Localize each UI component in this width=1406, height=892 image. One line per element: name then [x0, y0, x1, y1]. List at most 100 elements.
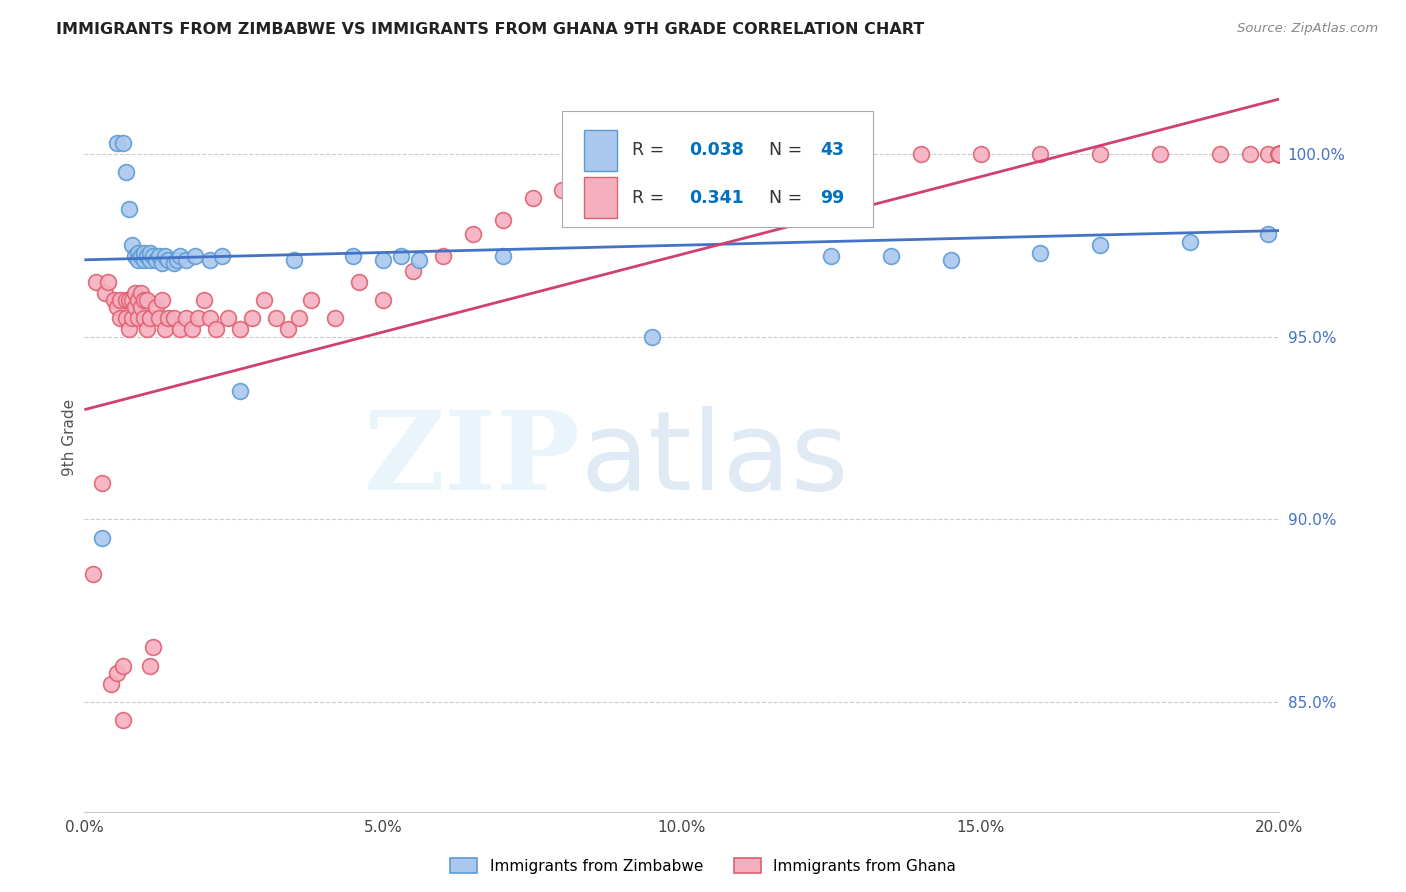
Point: [349, 275, 371, 289]
Point: [153, 322, 176, 336]
Point: [1209, 146, 1232, 161]
Point: [124, 249, 146, 263]
Point: [1268, 146, 1291, 161]
Point: [127, 252, 149, 267]
Text: 99: 99: [821, 189, 845, 207]
Point: [373, 252, 395, 267]
Point: [148, 311, 170, 326]
Point: [389, 249, 412, 263]
Point: [641, 329, 664, 343]
Point: [1239, 146, 1261, 161]
Point: [127, 293, 149, 307]
Point: [153, 249, 176, 263]
Point: [1029, 245, 1052, 260]
Point: [1268, 146, 1291, 161]
Point: [1268, 146, 1291, 161]
Point: [939, 252, 962, 267]
Text: IMMIGRANTS FROM ZIMBABWE VS IMMIGRANTS FROM GHANA 9TH GRADE CORRELATION CHART: IMMIGRANTS FROM ZIMBABWE VS IMMIGRANTS F…: [56, 22, 925, 37]
Point: [121, 238, 143, 252]
Point: [132, 311, 156, 326]
Point: [325, 311, 347, 326]
Point: [581, 176, 603, 190]
Point: [240, 311, 263, 326]
Point: [1268, 146, 1291, 161]
Point: [129, 301, 152, 315]
Point: [115, 293, 138, 307]
Point: [551, 183, 574, 197]
Point: [373, 293, 395, 307]
Point: [342, 249, 364, 263]
Point: [136, 249, 159, 263]
Point: [1268, 146, 1291, 161]
Point: [118, 322, 141, 336]
Point: [1268, 146, 1291, 161]
Point: [461, 227, 484, 242]
Point: [1257, 146, 1279, 161]
Point: [211, 249, 233, 263]
Point: [127, 245, 149, 260]
Point: [1268, 146, 1291, 161]
Point: [277, 322, 299, 336]
Point: [1268, 146, 1291, 161]
Text: 43: 43: [821, 142, 845, 160]
Point: [1029, 146, 1052, 161]
Point: [150, 256, 173, 270]
Point: [166, 252, 188, 267]
Legend: Immigrants from Zimbabwe, Immigrants from Ghana: Immigrants from Zimbabwe, Immigrants fro…: [444, 852, 962, 880]
Point: [1268, 146, 1291, 161]
Point: [129, 249, 152, 263]
Point: [82, 567, 104, 582]
Point: [1268, 146, 1291, 161]
Point: [193, 293, 215, 307]
Point: [121, 311, 143, 326]
Point: [105, 665, 128, 680]
Point: [1268, 146, 1291, 161]
Point: [127, 311, 149, 326]
Point: [139, 245, 162, 260]
Point: [288, 311, 311, 326]
Text: ZIP: ZIP: [364, 406, 581, 513]
Point: [139, 658, 162, 673]
Point: [136, 322, 159, 336]
Point: [970, 146, 993, 161]
Point: [1268, 146, 1291, 161]
Point: [115, 165, 138, 179]
Point: [142, 249, 165, 263]
Point: [86, 275, 108, 289]
Point: [1268, 146, 1291, 161]
Text: Source: ZipAtlas.com: Source: ZipAtlas.com: [1237, 22, 1378, 36]
Point: [731, 146, 754, 161]
Point: [129, 285, 152, 300]
Point: [1257, 227, 1279, 242]
Point: [641, 154, 664, 169]
Point: [139, 252, 162, 267]
Text: N =: N =: [769, 142, 808, 160]
Point: [112, 714, 135, 728]
Point: [110, 293, 132, 307]
Point: [105, 301, 128, 315]
Point: [163, 256, 186, 270]
FancyBboxPatch shape: [583, 178, 617, 219]
Point: [124, 285, 146, 300]
Point: [163, 311, 186, 326]
Point: [124, 301, 146, 315]
Point: [198, 252, 221, 267]
Text: R =: R =: [631, 142, 669, 160]
Point: [97, 275, 120, 289]
Point: [181, 322, 204, 336]
Point: [820, 249, 842, 263]
Point: [110, 311, 132, 326]
Point: [132, 293, 156, 307]
Point: [112, 658, 135, 673]
Point: [139, 311, 162, 326]
Point: [157, 311, 180, 326]
Point: [118, 293, 141, 307]
Point: [217, 311, 239, 326]
Point: [1149, 146, 1171, 161]
Point: [148, 249, 170, 263]
Point: [169, 322, 191, 336]
Point: [1268, 146, 1291, 161]
Point: [91, 531, 114, 545]
Point: [205, 322, 228, 336]
Point: [1268, 146, 1291, 161]
